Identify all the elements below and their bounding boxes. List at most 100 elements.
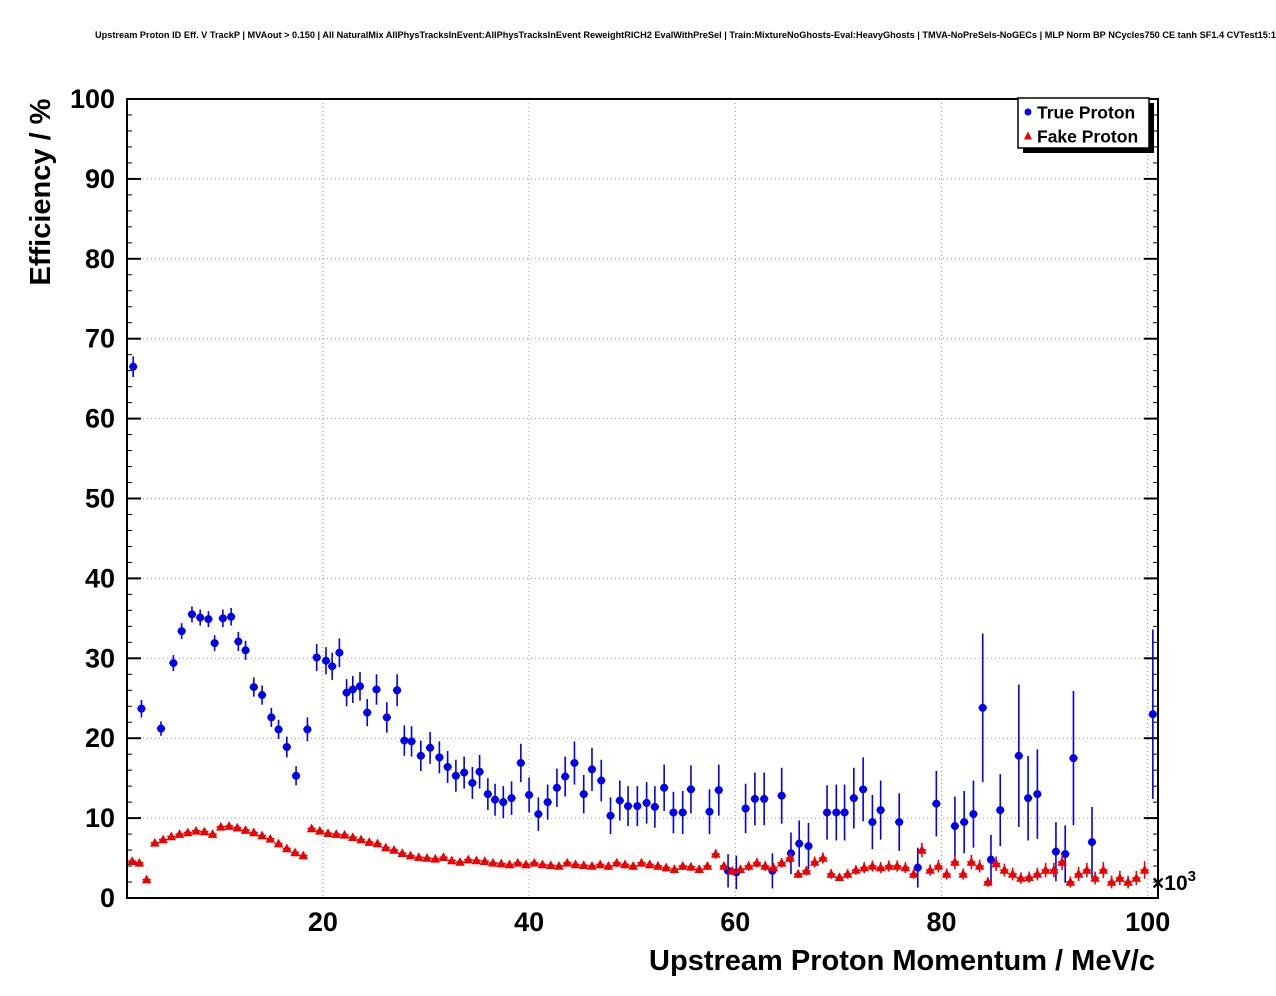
data-point-true-proton bbox=[1088, 838, 1097, 847]
x-tick-label: 20 bbox=[308, 907, 338, 937]
x-tick-labels: 20 40 60 80 100 bbox=[308, 907, 1170, 937]
data-point-true-proton bbox=[204, 615, 213, 624]
data-point-fake-proton bbox=[892, 861, 902, 870]
data-point-true-proton bbox=[932, 799, 941, 808]
legend-box bbox=[1017, 97, 1150, 149]
data-point-true-proton bbox=[460, 768, 469, 777]
data-point-fake-proton bbox=[356, 834, 366, 844]
data-point-fake-proton bbox=[438, 852, 449, 862]
data-point-fake-proton bbox=[1057, 857, 1067, 866]
data-point-fake-proton bbox=[232, 822, 243, 832]
data-point-true-proton bbox=[382, 713, 391, 722]
legend-label: Fake Proton bbox=[1037, 127, 1138, 147]
data-point-fake-proton bbox=[521, 859, 531, 869]
data-point-true-proton bbox=[292, 771, 301, 780]
data-point-fake-proton bbox=[496, 858, 507, 868]
data-point-fake-proton bbox=[306, 823, 317, 833]
data-point-fake-proton bbox=[628, 861, 638, 870]
data-point-fake-proton bbox=[1016, 873, 1026, 882]
data-point-fake-proton bbox=[834, 872, 845, 881]
data-point-true-proton bbox=[705, 807, 714, 816]
y-tick-label: 100 bbox=[70, 84, 115, 114]
data-point-true-proton bbox=[1061, 850, 1070, 859]
data-point-fake-proton bbox=[958, 869, 968, 878]
data-point-fake-proton bbox=[1123, 877, 1133, 886]
data-point-fake-proton bbox=[1106, 877, 1117, 886]
data-point-true-proton bbox=[234, 637, 243, 646]
data-point-fake-proton bbox=[603, 861, 614, 870]
data-point-true-proton bbox=[169, 659, 178, 668]
data-point-true-proton bbox=[499, 798, 508, 807]
legend: True Proton Fake Proton bbox=[1017, 97, 1154, 153]
data-point-true-proton bbox=[986, 855, 995, 864]
data-point-fake-proton bbox=[422, 853, 432, 862]
data-point-true-proton bbox=[312, 653, 321, 662]
x-axis-multiplier: ×103 bbox=[1152, 868, 1196, 895]
data-point-fake-proton bbox=[743, 861, 754, 870]
data-point-true-proton bbox=[642, 798, 651, 807]
data-point-fake-proton bbox=[372, 838, 383, 848]
data-point-true-proton bbox=[587, 765, 596, 774]
data-point-true-proton bbox=[597, 776, 606, 785]
y-tick-label: 50 bbox=[85, 484, 115, 514]
y-tick-labels: 0 10 20 30 40 50 60 70 80 90 100 bbox=[70, 84, 115, 913]
data-point-true-proton bbox=[669, 808, 678, 817]
data-point-fake-proton bbox=[323, 828, 333, 838]
data-point-fake-proton bbox=[694, 864, 704, 873]
data-point-fake-proton bbox=[661, 862, 671, 872]
data-point-true-proton bbox=[624, 802, 633, 811]
data-point-true-proton bbox=[249, 683, 258, 692]
data-point-fake-proton bbox=[199, 826, 210, 836]
circle-icon bbox=[1024, 108, 1032, 116]
data-point-true-proton bbox=[750, 794, 759, 803]
data-point-true-proton bbox=[348, 685, 357, 694]
data-point-true-proton bbox=[443, 762, 452, 771]
data-point-true-proton bbox=[218, 614, 227, 623]
data-point-fake-proton bbox=[224, 821, 234, 830]
data-point-fake-proton bbox=[702, 861, 713, 870]
axis-ticks bbox=[127, 98, 1158, 899]
data-point-true-proton bbox=[840, 808, 849, 817]
data-point-fake-proton bbox=[381, 842, 391, 852]
data-point-fake-proton bbox=[578, 860, 589, 869]
data-point-fake-proton bbox=[653, 861, 663, 870]
data-point-true-proton bbox=[321, 656, 330, 665]
data-point-true-proton bbox=[483, 790, 492, 799]
data-point-true-proton bbox=[328, 662, 337, 671]
data-point-fake-proton bbox=[273, 838, 284, 848]
data-point-true-proton bbox=[507, 794, 516, 803]
data-point-fake-proton bbox=[134, 857, 145, 867]
data-point-true-proton bbox=[400, 736, 409, 745]
data-point-fake-proton bbox=[405, 850, 416, 860]
data-point-true-proton bbox=[1024, 794, 1033, 803]
data-point-true-proton bbox=[407, 737, 416, 746]
data-point-fake-proton bbox=[925, 865, 935, 874]
data-point-fake-proton bbox=[793, 869, 803, 878]
data-point-fake-proton bbox=[1040, 865, 1051, 874]
data-point-fake-proton bbox=[158, 834, 168, 844]
data-point-true-proton bbox=[832, 808, 841, 817]
x-tick-label: 40 bbox=[514, 907, 544, 937]
data-point-fake-proton bbox=[414, 852, 424, 862]
data-point-fake-proton bbox=[636, 857, 647, 867]
data-point-true-proton bbox=[895, 818, 904, 827]
data-point-fake-proton bbox=[1065, 877, 1076, 886]
data-point-true-proton bbox=[416, 751, 425, 760]
data-point-true-proton bbox=[913, 863, 922, 872]
data-point-fake-proton bbox=[776, 857, 787, 867]
data-point-true-proton bbox=[650, 802, 659, 811]
data-point-true-proton bbox=[1148, 710, 1157, 719]
data-point-true-proton bbox=[678, 808, 687, 817]
data-point-true-proton bbox=[274, 725, 283, 734]
x-tick-label: 100 bbox=[1125, 907, 1170, 937]
data-point-fake-proton bbox=[191, 825, 201, 835]
x-tick-label: 60 bbox=[720, 907, 750, 937]
data-point-true-proton bbox=[468, 778, 477, 787]
data-point-true-proton bbox=[363, 708, 372, 717]
data-point-true-proton bbox=[606, 811, 615, 820]
data-point-fake-proton bbox=[562, 857, 572, 867]
data-point-fake-proton bbox=[174, 829, 185, 838]
data-point-fake-proton bbox=[768, 862, 779, 872]
data-point-fake-proton bbox=[364, 837, 375, 846]
data-point-true-proton bbox=[227, 612, 236, 621]
